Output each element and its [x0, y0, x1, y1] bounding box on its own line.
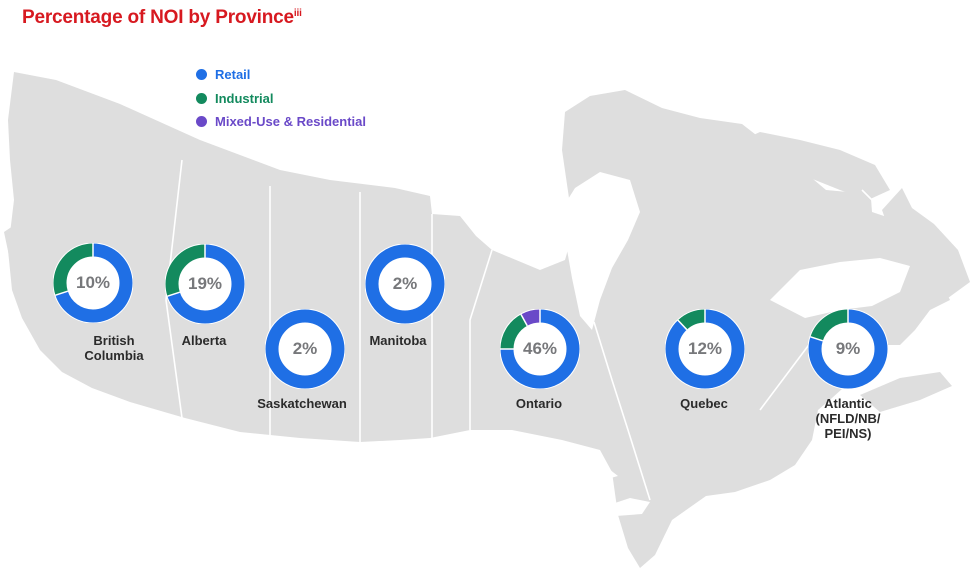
donut-ring	[365, 244, 445, 324]
donut-ring	[808, 309, 888, 389]
donut-value: 2%	[292, 339, 318, 358]
donut-value: 46%	[522, 339, 558, 358]
donut-separator	[677, 319, 688, 331]
label-manitoba: Manitoba	[369, 333, 427, 348]
legend-item-retail: Retail	[196, 63, 366, 87]
legend-label-industrial: Industrial	[215, 90, 274, 106]
donut-ring	[53, 243, 133, 323]
donut-quebec: 12%	[665, 309, 745, 389]
donut-separator	[520, 314, 528, 327]
donut-ring	[665, 309, 745, 389]
donut-segment-retail	[265, 309, 345, 389]
legend-label-retail: Retail	[215, 67, 251, 83]
title-footnote-marker: iii	[293, 8, 302, 19]
donut-atlantic: 9%	[808, 309, 888, 389]
label-saskatchewan: Saskatchewan	[257, 396, 347, 411]
label-ontario: Ontario	[515, 396, 563, 411]
donut-ring	[265, 309, 345, 389]
donut-value: 10%	[75, 273, 111, 292]
legend-dot-retail	[196, 69, 207, 81]
legend-dot-mixed-use	[196, 116, 207, 128]
donut-ring	[500, 309, 580, 389]
donut-separator	[167, 291, 181, 297]
donut-separator	[55, 290, 69, 296]
label-british-columbia: British Columbia	[84, 333, 144, 363]
donut-manitoba: 2%	[365, 244, 445, 324]
donut-segment-retail	[365, 244, 445, 324]
label-quebec: Quebec	[680, 396, 728, 411]
donut-ring	[165, 244, 245, 324]
label-alberta: Alberta	[181, 333, 227, 348]
label-atlantic: Atlantic (NFLD/NB/ PEI/NS)	[815, 396, 881, 441]
donut-alberta: 19%	[165, 244, 245, 324]
donut-ontario: 46%	[500, 309, 580, 389]
donut-british-columbia: 10%	[53, 243, 133, 323]
legend-item-industrial: Industrial	[196, 87, 366, 111]
donut-saskatchewan: 2%	[265, 309, 345, 389]
legend-item-mixed-use: Mixed-Use & Residential	[196, 110, 366, 134]
donut-value: 9%	[835, 339, 861, 358]
donut-value: 2%	[392, 274, 418, 293]
donut-separator	[810, 336, 824, 342]
legend-label-mixed-use: Mixed-Use & Residential	[215, 114, 366, 130]
chart-title: Percentage of NOI by Provinceiii	[22, 7, 302, 28]
legend: Retail Industrial Mixed-Use & Residentia…	[196, 63, 366, 134]
donut-value: 19%	[187, 274, 223, 293]
legend-dot-industrial	[196, 92, 207, 104]
donut-value: 12%	[687, 339, 723, 358]
